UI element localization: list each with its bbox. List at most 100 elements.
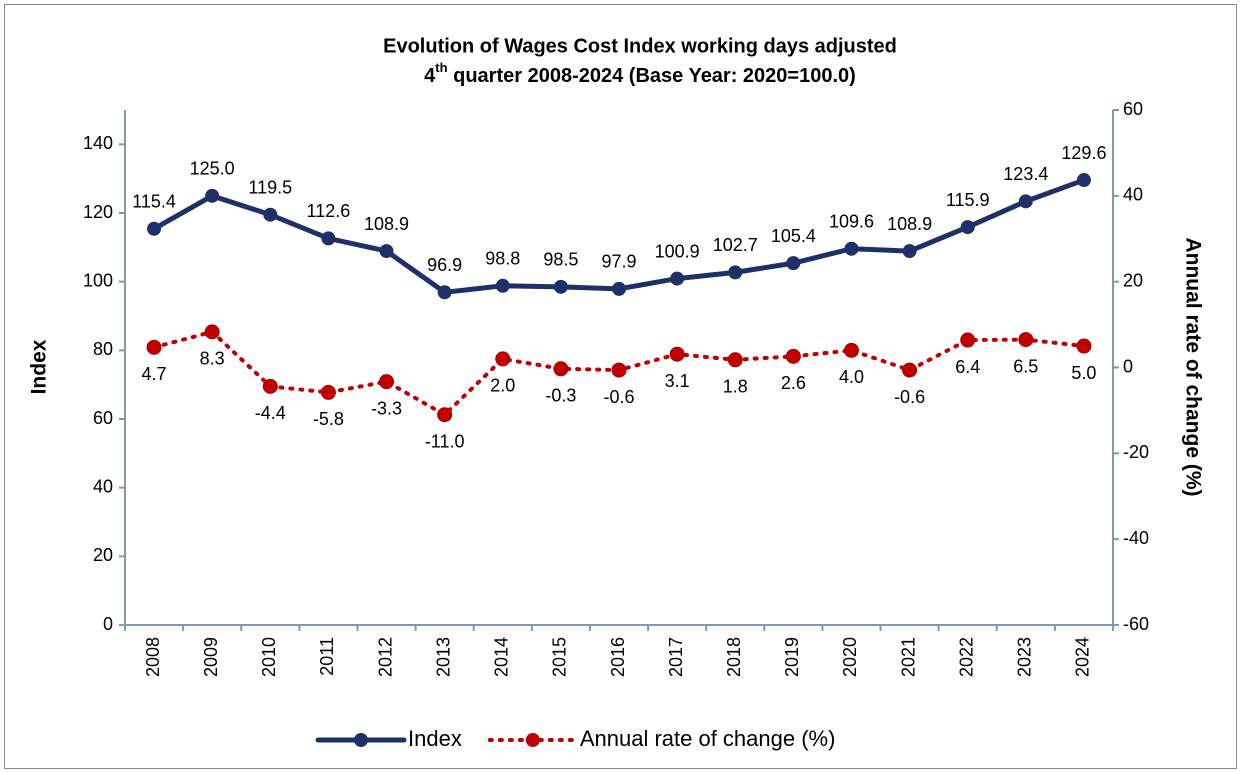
y-tick-label: 120 [83, 202, 113, 222]
subtitle-sup: th [435, 60, 447, 75]
value-label: 3.1 [665, 371, 690, 391]
value-label: 105.4 [771, 226, 816, 246]
y-tick-label: 60 [93, 408, 113, 428]
y2-tick-label: -40 [1123, 528, 1149, 548]
x-tick-label: 2017 [666, 637, 686, 677]
marker [670, 271, 685, 286]
x-tick-label: 2010 [259, 637, 279, 677]
marker [1018, 194, 1033, 209]
y-tick-label: 100 [83, 270, 113, 290]
x-tick-label: 2011 [317, 637, 337, 676]
value-label: 5.0 [1071, 363, 1096, 383]
marker [553, 361, 569, 377]
legend-label: Index [408, 726, 462, 751]
x-tick-label: 2013 [433, 637, 453, 677]
marker [321, 231, 336, 246]
y2-tick-label: 40 [1123, 185, 1143, 205]
y2-axis-label: Annual rate of change (%) [1181, 237, 1204, 496]
subtitle-part: 4 [424, 65, 436, 87]
legend-marker [354, 733, 368, 747]
y-tick-label: 80 [93, 339, 113, 359]
marker [437, 285, 452, 300]
x-tick-label: 2020 [840, 637, 860, 677]
value-label: -5.8 [313, 409, 344, 429]
marker [612, 281, 626, 296]
marker [495, 351, 511, 367]
marker [902, 362, 918, 378]
value-label: 119.5 [248, 177, 292, 197]
marker [843, 342, 859, 358]
value-label: 109.6 [829, 211, 874, 231]
marker [785, 348, 801, 364]
value-label: 123.4 [1003, 164, 1048, 184]
marker [727, 352, 743, 368]
marker [844, 241, 859, 256]
legend-marker [525, 733, 540, 747]
x-tick-label: 2023 [1015, 637, 1035, 677]
value-label: 102.7 [713, 235, 758, 255]
marker [147, 221, 162, 236]
value-label: 98.8 [485, 249, 520, 269]
y2-tick-label: -20 [1123, 442, 1149, 462]
value-label: 108.9 [364, 214, 409, 234]
x-tick-label: 2021 [898, 637, 918, 677]
x-tick-label: 2022 [956, 637, 976, 677]
value-label: 100.9 [655, 241, 700, 261]
value-label: 129.6 [1061, 143, 1106, 163]
x-tick-label: 2018 [724, 637, 744, 677]
y2-tick-label: -60 [1123, 614, 1149, 634]
marker [495, 278, 510, 293]
chart-border [4, 4, 1237, 769]
marker [902, 244, 917, 259]
value-label: 2.0 [490, 376, 515, 396]
value-label: 2.6 [781, 373, 806, 393]
marker [379, 244, 394, 259]
x-tick-label: 2012 [375, 637, 395, 677]
marker [786, 256, 801, 271]
x-tick-label: 2015 [550, 637, 570, 677]
marker [262, 378, 278, 394]
value-label: 115.4 [132, 192, 176, 212]
chart-subtitle: 4th quarter 2008-2024 (Base Year: 2020=1… [424, 60, 856, 87]
marker [205, 188, 220, 203]
value-label: 97.9 [601, 252, 636, 272]
marker [960, 220, 975, 235]
chart-title: Evolution of Wages Cost Index working da… [383, 35, 897, 57]
x-tick-label: 2009 [201, 637, 221, 677]
marker [1076, 173, 1091, 188]
value-label: 6.5 [1013, 356, 1038, 376]
marker [204, 324, 220, 340]
value-label: -0.6 [894, 387, 925, 407]
marker [379, 374, 395, 390]
value-label: 4.7 [142, 364, 167, 384]
marker [611, 362, 627, 378]
y2-tick-label: 20 [1123, 270, 1143, 290]
value-label: 6.4 [955, 357, 980, 377]
x-tick-label: 2008 [143, 637, 163, 677]
value-label: 4.0 [839, 367, 864, 387]
value-label: 1.8 [723, 377, 748, 397]
y-tick-label: 0 [103, 614, 113, 634]
marker [263, 207, 278, 222]
value-label: -3.3 [371, 398, 402, 418]
marker [146, 339, 162, 355]
marker [1076, 338, 1092, 354]
marker [669, 346, 685, 362]
value-label: 8.3 [200, 349, 225, 369]
marker [437, 407, 453, 423]
value-label: 98.5 [543, 250, 578, 270]
x-tick-label: 2014 [492, 637, 512, 677]
y-axis-label: Index [28, 339, 51, 394]
marker [553, 279, 568, 294]
value-label: 115.9 [946, 190, 990, 210]
marker [1018, 332, 1034, 348]
legend-label: Annual rate of change (%) [580, 726, 836, 751]
y2-tick-label: 0 [1123, 356, 1133, 376]
value-label: -4.4 [255, 403, 286, 423]
y-tick-label: 40 [93, 476, 113, 496]
value-label: 125.0 [190, 159, 235, 179]
x-tick-label: 2019 [782, 637, 802, 677]
subtitle-part: quarter 2008-2024 (Base Year: 2020=100.0… [448, 65, 856, 87]
value-label: -0.3 [545, 386, 576, 406]
